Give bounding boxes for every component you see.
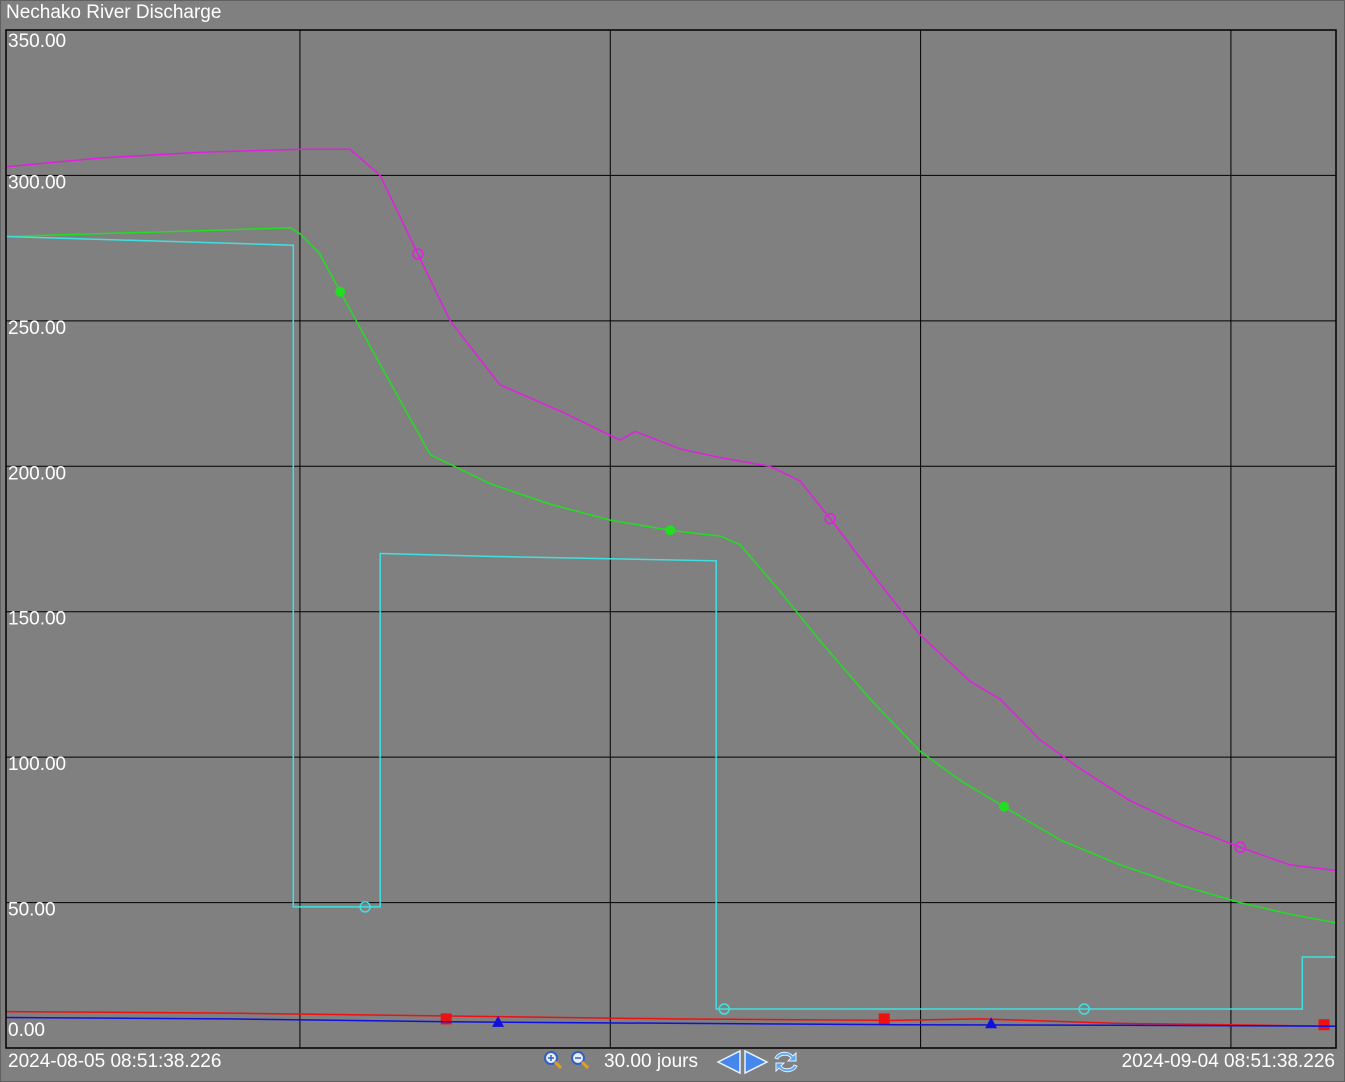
marker bbox=[359, 901, 371, 913]
grid bbox=[6, 29, 1336, 1049]
series-line bbox=[5, 235, 1336, 1010]
y-tick-label: 250.00 bbox=[8, 318, 66, 339]
scroll-left[interactable] bbox=[716, 1049, 741, 1075]
marker bbox=[412, 248, 424, 260]
y-tick-label: 200.00 bbox=[8, 463, 66, 484]
zoom-out[interactable] bbox=[571, 1051, 590, 1070]
y-tick-label: 350.00 bbox=[8, 31, 66, 52]
plot-border bbox=[5, 29, 1337, 1049]
marker bbox=[985, 1017, 998, 1029]
lines bbox=[5, 148, 1337, 1031]
chart-title: Nechako River Discharge bbox=[6, 2, 221, 23]
marker bbox=[718, 1003, 730, 1015]
y-tick-label: 300.00 bbox=[8, 172, 66, 193]
span-label: 30.00 jours bbox=[604, 1051, 698, 1072]
y-tick-label: 0.00 bbox=[8, 1020, 45, 1041]
marker bbox=[665, 525, 676, 536]
scroll-right[interactable] bbox=[744, 1049, 769, 1075]
series-line bbox=[5, 1016, 1337, 1027]
marker bbox=[1234, 841, 1246, 854]
series-line bbox=[5, 227, 1337, 924]
x-tick-label: 2024-09-04 08:51:38.226 bbox=[1122, 1051, 1335, 1072]
marker bbox=[335, 286, 346, 297]
toolbar bbox=[544, 1049, 798, 1075]
y-tick-label: 150.00 bbox=[8, 609, 66, 630]
y-tick-label: 50.00 bbox=[8, 900, 56, 921]
marker bbox=[492, 1015, 505, 1027]
marker bbox=[1318, 1019, 1330, 1031]
series-line bbox=[5, 1010, 1337, 1027]
marker bbox=[878, 1013, 890, 1025]
series-line bbox=[5, 148, 1337, 872]
zoom-in[interactable] bbox=[544, 1051, 563, 1070]
marker bbox=[440, 1013, 452, 1025]
marker bbox=[1078, 1003, 1090, 1015]
y-tick-label: 100.00 bbox=[8, 754, 66, 775]
refresh[interactable] bbox=[774, 1051, 798, 1073]
x-tick-label: 2024-08-05 08:51:38.226 bbox=[8, 1051, 221, 1072]
marker bbox=[998, 801, 1009, 812]
marker bbox=[824, 512, 836, 525]
